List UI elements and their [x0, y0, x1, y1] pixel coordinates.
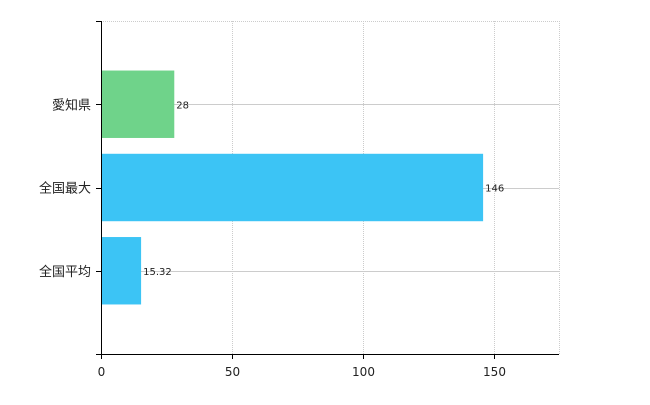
- category-label-0: 愛知県: [52, 97, 91, 113]
- data-label-2: 15.32: [143, 267, 172, 278]
- x-tick-label-3: 150: [483, 365, 506, 379]
- bar-0: [101, 70, 175, 138]
- bar-1: [101, 153, 484, 222]
- labels: 28 愛知県 146 全国最大 15.32 全国平均 0 50 100 150: [39, 97, 506, 379]
- bar-2: [101, 237, 142, 305]
- x-tick-label-1: 50: [225, 365, 240, 379]
- data-label-1: 146: [485, 184, 504, 195]
- data-label-0: 28: [176, 100, 189, 111]
- axes: [96, 21, 559, 359]
- category-label-1: 全国最大: [39, 181, 91, 197]
- x-tick-label-2: 100: [352, 365, 375, 379]
- category-label-2: 全国平均: [39, 264, 91, 280]
- x-tick-label-0: 0: [98, 365, 106, 379]
- bars: [101, 70, 484, 305]
